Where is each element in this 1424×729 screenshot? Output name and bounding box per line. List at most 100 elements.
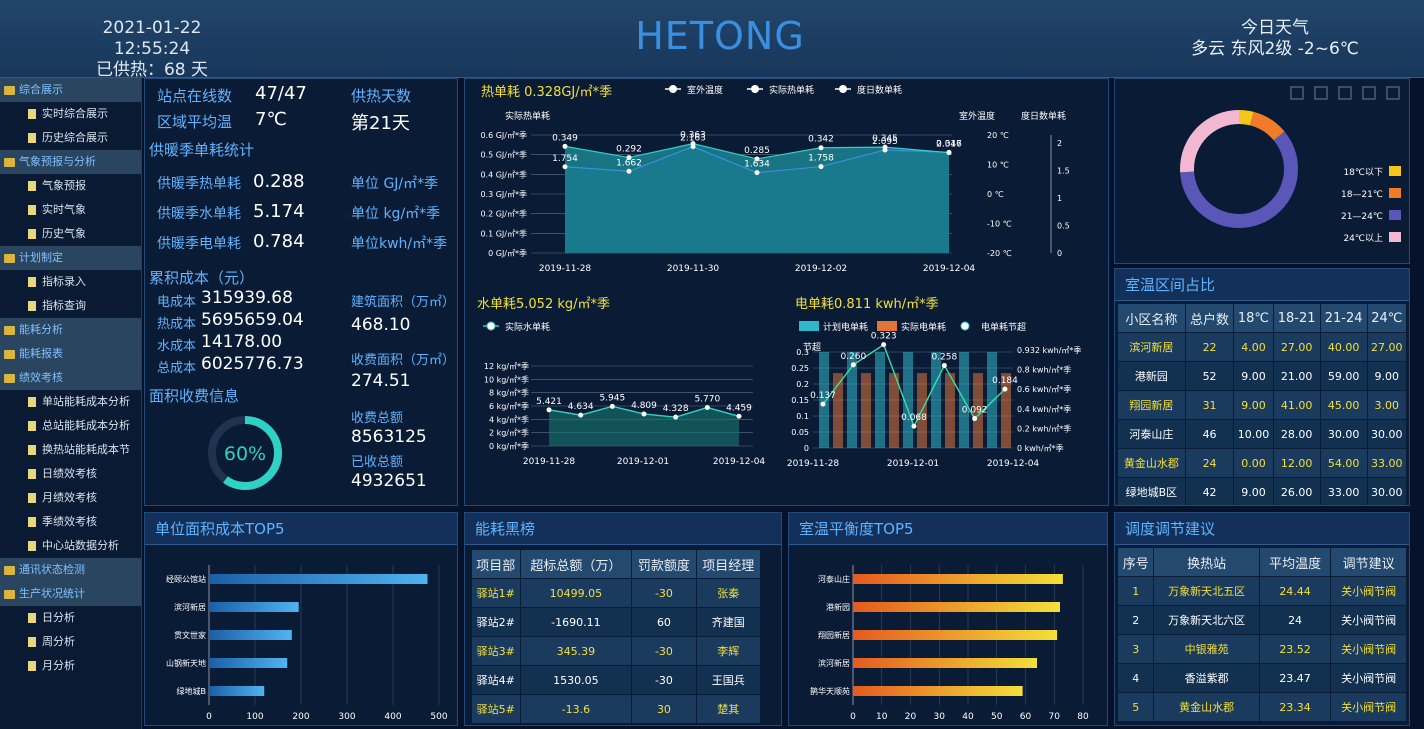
heat-point-low — [562, 143, 568, 149]
advice-table-row[interactable]: 3 中银雅苑 23.52 关小阀节阀 — [1116, 634, 1407, 664]
cost-heat-label: 热成本 — [157, 317, 197, 332]
energy-table-row[interactable]: 驿站3# 345.39 -30 李辉 — [471, 636, 762, 666]
advice-table-cell: 香溢紫郡 — [1153, 663, 1260, 693]
elec-right-tick: 0.6 kwh/㎡*季 — [1017, 384, 1071, 394]
energy-table-cell: -1690.11 — [519, 607, 633, 637]
sidebar-item-9[interactable]: 指标查询 — [0, 294, 141, 318]
sidebar-item-3[interactable]: 气象预报与分析 — [0, 150, 141, 174]
energy-table-row[interactable]: 驿站5# -13.6 30 楚其 — [471, 694, 762, 724]
sidebar-item-22[interactable]: 日分析 — [0, 606, 141, 630]
sidebar-item-19[interactable]: 中心站数据分析 — [0, 534, 141, 558]
energy-table-cell: 驿站3# — [471, 636, 521, 666]
sidebar-item-13[interactable]: 单站能耗成本分析 — [0, 390, 141, 414]
elec-bar — [889, 373, 899, 448]
elec-bar — [973, 373, 983, 448]
room-table-cell: 27.00 — [1272, 332, 1321, 362]
room-table-row[interactable]: 港新园 52 9.00 21.00 59.00 9.00 — [1117, 361, 1408, 391]
sidebar-item-label: 生产状况统计 — [19, 587, 85, 600]
energy-table-header-cell: 项目经理 — [695, 549, 762, 579]
heat-label-low: 0.345 — [872, 134, 898, 144]
heat-temp-tick: 0 ℃ — [987, 190, 1004, 199]
sidebar-item-16[interactable]: 日绩效考核 — [0, 462, 141, 486]
sidebar-item-14[interactable]: 总站能耗成本分析 — [0, 414, 141, 438]
sidebar-item-label: 能耗分析 — [19, 323, 63, 336]
sidebar-item-10[interactable]: 能耗分析 — [0, 318, 141, 342]
cost-top5-category: 绿地城B — [177, 686, 207, 696]
room-table-row[interactable]: 绿地城B区 42 9.00 26.00 33.00 30.00 — [1117, 477, 1408, 505]
cost-top5-x-tick: 200 — [292, 712, 309, 722]
water-y-tick: 6 kg/㎡*季 — [489, 401, 529, 411]
room-table-header-cell: 24℃ — [1366, 303, 1408, 333]
room-table-row[interactable]: 黄金山水郡 24 0.00 12.00 54.00 33.00 — [1117, 448, 1408, 478]
advice-table-cell: 1 — [1116, 576, 1155, 606]
heat-temp-tick: 20 ℃ — [987, 131, 1009, 140]
sidebar-item-24[interactable]: 月分析 — [0, 654, 141, 678]
elec-legend-label: 计划电单耗 — [823, 321, 868, 333]
advice-table-row[interactable]: 5 黄金山水郡 23.34 关小阀节阀 — [1116, 692, 1407, 722]
room-table-cell: 9.00 — [1233, 361, 1274, 391]
energy-blacklist-table: 项目部 超标总额（万） 罚款额度 项目经理 驿站1# 10499.05 -30 张秦 驿站2# -… — [471, 549, 762, 724]
sidebar-item-11[interactable]: 能耗报表 — [0, 342, 141, 366]
energy-table-cell: 驿站1# — [471, 578, 521, 608]
room-table-cell: 45.00 — [1319, 390, 1368, 420]
sidebar-item-4[interactable]: 气象预报 — [0, 174, 141, 198]
room-table-row[interactable]: 翔园新居 31 9.00 41.00 45.00 3.00 — [1117, 390, 1408, 420]
advice-table-row[interactable]: 1 万象新天北五区 24.44 关小阀节阀 — [1116, 576, 1407, 606]
advice-table-row[interactable]: 4 香溢紫郡 23.47 关小阀节阀 — [1116, 663, 1407, 693]
heat-label-top: 2.095 — [872, 137, 898, 147]
room-table-cell: 31 — [1184, 390, 1235, 420]
heat-point-top — [754, 170, 760, 176]
sidebar-item-0[interactable]: 综合展示 — [0, 78, 141, 102]
energy-table-row[interactable]: 驿站4# 1530.05 -30 王国兵 — [471, 665, 762, 695]
sidebar-item-7[interactable]: 计划制定 — [0, 246, 141, 270]
heat-ratio-tick: 1 — [1057, 194, 1062, 203]
donut-legend-label: 18—21℃ — [1341, 190, 1383, 200]
days-value: 第21天 — [351, 113, 410, 134]
sidebar-item-18[interactable]: 季绩效考核 — [0, 510, 141, 534]
cost-top5-category: 滨河新居 — [174, 602, 206, 612]
water-label: 4.809 — [631, 401, 657, 411]
elec-point — [941, 362, 947, 368]
advice-table-cell: 23.52 — [1258, 634, 1332, 664]
heat-label-low: 0.363 — [680, 131, 706, 141]
sidebar-item-15[interactable]: 换热站能耗成本节 — [0, 438, 141, 462]
heat-label-top: 2.046 — [936, 139, 962, 149]
energy-table-row[interactable]: 驿站1# 10499.05 -30 张秦 — [471, 578, 762, 608]
water-label: 4.328 — [663, 404, 689, 414]
energy-table-row[interactable]: 驿站2# -1690.11 60 齐建国 — [471, 607, 762, 637]
sidebar-item-20[interactable]: 通讯状态检测 — [0, 558, 141, 582]
heat-ratio-axis-label: 度日数单耗 — [1021, 110, 1066, 122]
sidebar-item-5[interactable]: 实时气象 — [0, 198, 141, 222]
sidebar-item-2[interactable]: 历史综合展示 — [0, 126, 141, 150]
sidebar-item-23[interactable]: 周分析 — [0, 630, 141, 654]
elec-label: 0.323 — [871, 332, 897, 342]
sidebar-item-17[interactable]: 月绩效考核 — [0, 486, 141, 510]
sidebar-item-6[interactable]: 历史气象 — [0, 222, 141, 246]
balance-top5-bar — [853, 602, 1060, 612]
temp-distribution-panel: 18℃以下 18—21℃ 21—24℃ 24℃以上 — [1114, 78, 1410, 264]
heat-label-top: 2.163 — [680, 134, 706, 144]
sidebar-item-label: 计划制定 — [19, 251, 63, 264]
advice-table-row[interactable]: 2 万象新天北六区 24 关小阀节阀 — [1116, 605, 1407, 635]
elec-bar — [847, 352, 857, 448]
advice-table-header-row: 序号 换热站 平均温度 调节建议 — [1116, 547, 1407, 577]
document-icon — [28, 421, 36, 431]
sidebar-item-1[interactable]: 实时综合展示 — [0, 102, 141, 126]
water-x-tick: 2019-12-04 — [713, 457, 766, 467]
room-table-row[interactable]: 河泰山庄 46 10.00 28.00 30.00 30.00 — [1117, 419, 1408, 449]
folder-icon — [4, 325, 15, 335]
water-point — [673, 414, 679, 420]
balance-top5-x-tick: 70 — [1049, 712, 1061, 722]
donut-slice — [1180, 110, 1298, 228]
elec-x-tick: 2019-12-01 — [887, 459, 939, 469]
energy-table-cell: 60 — [631, 607, 697, 637]
chart-icon — [1314, 86, 1328, 100]
heat-ratio-tick: 0 — [1057, 249, 1062, 258]
sidebar-item-12[interactable]: 绩效考核 — [0, 366, 141, 390]
sidebar-item-8[interactable]: 指标录入 — [0, 270, 141, 294]
room-table-row[interactable]: 滨河新居 22 4.00 27.00 40.00 27.00 — [1117, 332, 1408, 362]
sidebar-item-label: 周分析 — [42, 635, 75, 648]
sidebar-item-21[interactable]: 生产状况统计 — [0, 582, 141, 606]
heat-area-low — [565, 143, 949, 253]
collect-pct: 60% — [224, 443, 266, 465]
